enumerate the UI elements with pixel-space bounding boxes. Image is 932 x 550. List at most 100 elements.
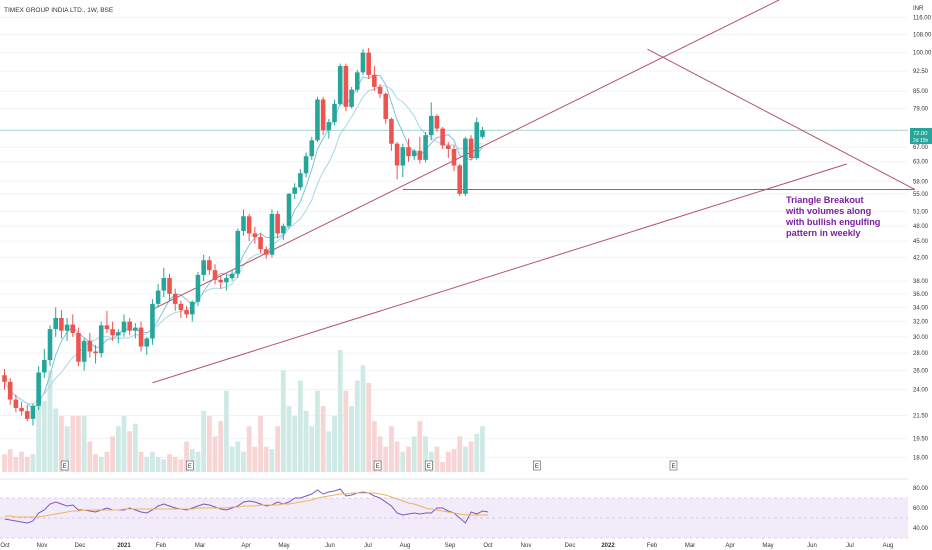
volume-bar-25 [144, 456, 150, 472]
candle-body-30 [172, 293, 178, 304]
x-tick-label-2: Dec [75, 543, 86, 549]
current-price-tag: 72.00 2d 15h [910, 128, 932, 144]
rsi-band-fill [0, 498, 908, 538]
candle-body-62 [354, 72, 360, 90]
candlestick-layer [2, 47, 485, 426]
x-tick-label-12: Oct [483, 543, 493, 549]
candle-body-75 [428, 115, 434, 136]
candle-body-70 [400, 147, 406, 166]
volume-bar-43 [246, 426, 252, 472]
volume-bar-61 [349, 405, 354, 472]
volume-bar-46 [263, 446, 269, 472]
volume-bar-1 [7, 449, 13, 472]
candle-body-84 [480, 130, 485, 137]
grid-layer [0, 17, 908, 458]
annotation-line-3: with bullish engulfing [785, 217, 880, 227]
volume-bar-78 [445, 451, 451, 472]
candle-body-24 [138, 327, 144, 347]
candle-body-73 [417, 150, 423, 160]
volume-bar-27 [155, 456, 161, 472]
volume-bar-53 [303, 411, 309, 472]
candle-body-39 [224, 277, 229, 283]
volume-bar-12 [70, 416, 76, 472]
volume-bar-37 [212, 436, 218, 472]
volume-bar-38 [218, 421, 224, 472]
volume-bar-39 [224, 390, 229, 472]
volume-bar-83 [474, 433, 480, 472]
y-tick-label-14: 51.00 [913, 210, 929, 216]
x-tick-label-6: Apr [241, 543, 250, 549]
candle-body-80 [457, 165, 462, 194]
candle-body-11 [64, 324, 70, 331]
earnings-marker-label-2: E [376, 464, 380, 470]
candle-body-82 [468, 138, 474, 159]
candle-body-8 [47, 329, 53, 361]
earnings-marker-1: E [186, 460, 194, 471]
volume-bar-30 [172, 456, 178, 472]
currency-label: INR [913, 6, 924, 12]
candle-body-38 [218, 279, 224, 283]
candle-body-34 [195, 274, 201, 302]
volume-bar-5 [30, 454, 36, 472]
x-tick-label-11: Sep [445, 543, 456, 549]
candle-body-9 [53, 317, 59, 330]
candle-body-21 [121, 321, 127, 333]
earnings-marker-5: E [669, 460, 678, 471]
y-tick-label-7: 32.00 [913, 320, 929, 326]
candle-body-50 [286, 193, 292, 226]
candle-body-72 [411, 150, 417, 157]
x-tick-label-22: Aug [883, 543, 894, 549]
volume-bar-26 [150, 451, 155, 472]
volume-bar-36 [206, 416, 212, 472]
rsi-tick-label-0: 80.00 [913, 486, 929, 492]
candle-body-40 [229, 273, 235, 278]
volume-bar-29 [167, 454, 172, 472]
y-tick-label-25: 116.00 [913, 16, 932, 22]
axes-layer: E E E E E E 18.00 19.50 21.50 24.00 26.00 28.00 30.0… [0, 16, 932, 549]
candle-body-71 [406, 147, 411, 157]
volume-bar-79 [451, 449, 457, 472]
volume-bar-50 [286, 405, 292, 472]
volume-bar-82 [468, 441, 474, 472]
candle-body-68 [389, 119, 394, 144]
chart-title: TIMEX GROUP INDIA LTD., 1W, BSE [4, 7, 114, 14]
volume-bar-41 [235, 441, 241, 472]
y-tick-label-17: 63.00 [913, 160, 929, 166]
volume-bar-70 [400, 451, 406, 472]
volume-bar-72 [411, 436, 417, 472]
candle-body-45 [258, 237, 263, 250]
volume-bar-24 [138, 451, 144, 472]
volume-bar-84 [480, 426, 485, 472]
volume-bar-51 [292, 416, 298, 472]
candle-body-53 [303, 156, 309, 174]
y-tick-label-15: 55.00 [913, 192, 929, 198]
volume-bar-3 [19, 451, 24, 472]
volume-bar-80 [457, 436, 463, 472]
candle-body-51 [292, 187, 297, 194]
x-tick-label-1: Nov [37, 543, 48, 549]
volume-bar-60 [343, 390, 349, 472]
volume-bar-8 [47, 370, 53, 472]
x-tick-label-5: Mar [195, 543, 205, 549]
candle-body-63 [360, 52, 366, 73]
y-tick-label-18: 67.00 [913, 145, 929, 151]
x-tick-label-20: Jun [807, 543, 817, 549]
y-tick-label-6: 30.00 [913, 335, 929, 341]
x-tick-label-4: Feb [156, 543, 167, 549]
candle-body-10 [59, 317, 64, 331]
volume-bar-59 [337, 350, 343, 472]
rsi-ma-line [4, 492, 489, 518]
candle-body-12 [70, 324, 76, 333]
volume-bar-22 [127, 431, 133, 472]
candle-body-54 [309, 140, 315, 157]
candle-body-22 [127, 321, 132, 331]
candle-body-76 [434, 115, 440, 129]
candle-body-25 [144, 338, 150, 347]
earnings-marker-label-1: E [188, 464, 192, 470]
volume-bar-65 [371, 421, 377, 472]
candle-body-56 [320, 99, 326, 131]
candle-body-49 [281, 225, 286, 234]
volume-bar-6 [36, 395, 42, 472]
